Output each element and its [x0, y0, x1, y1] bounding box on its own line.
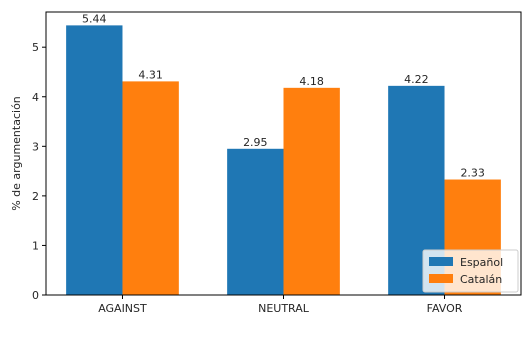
y-axis-title: % de argumentación [10, 96, 23, 211]
bar-catalán-against [122, 81, 179, 295]
x-tick-label-neutral: NEUTRAL [258, 302, 310, 315]
y-tick-label: 5 [32, 41, 39, 54]
data-label-español-neutral: 2.95 [243, 136, 268, 149]
legend-swatch-español [429, 257, 453, 266]
y-tick-label: 2 [32, 190, 39, 203]
bars-group [66, 25, 501, 296]
data-labels-group: 5.44 2.95 4.22 4.31 4.18 2.33 [82, 12, 485, 179]
x-tick-label-against: AGAINST [98, 302, 147, 315]
bar-español-against [66, 25, 123, 296]
legend-label-español: Español [460, 256, 503, 269]
y-tick-label: 3 [32, 140, 39, 153]
y-tick-label: 0 [32, 289, 39, 302]
legend-swatch-catalán [429, 274, 453, 283]
bar-español-neutral [227, 148, 284, 295]
data-label-catalán-against: 4.31 [138, 68, 163, 81]
x-axis-ticks: AGAINST NEUTRAL FAVOR [98, 295, 463, 315]
data-label-español-favor: 4.22 [404, 73, 429, 86]
y-tick-label: 4 [32, 91, 39, 104]
data-label-catalán-favor: 2.33 [460, 167, 485, 180]
bar-catalán-neutral [283, 87, 340, 295]
y-axis-ticks: 0 1 2 3 4 5 [32, 41, 46, 302]
legend-label-catalán: Catalán [460, 273, 502, 286]
data-label-catalán-neutral: 4.18 [299, 75, 324, 88]
legend: Español Catalán [422, 249, 519, 293]
y-tick-label: 1 [32, 239, 39, 252]
data-label-español-against: 5.44 [82, 12, 107, 25]
x-tick-label-favor: FAVOR [427, 302, 463, 315]
